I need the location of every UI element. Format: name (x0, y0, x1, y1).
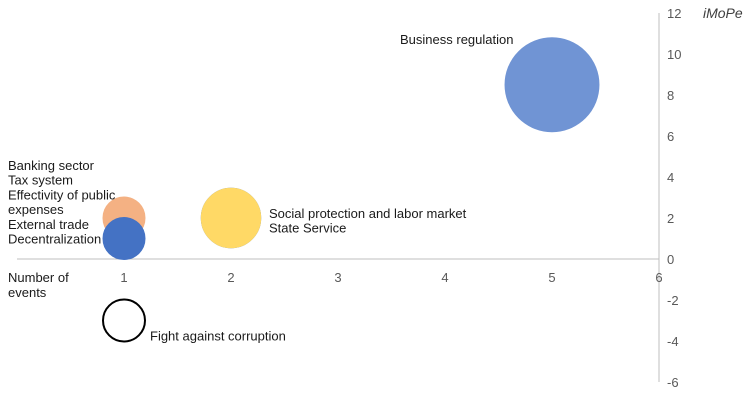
x-tick-label: 4 (441, 270, 448, 285)
x-tick-label: 2 (227, 270, 234, 285)
bubble-annotation: expenses (8, 202, 64, 217)
x-tick-label: 6 (655, 270, 662, 285)
y-tick-label: 0 (667, 252, 674, 267)
y-tick-label: -2 (667, 293, 679, 308)
bubble-annotation: Social protection and labor market (269, 206, 467, 221)
x-axis-title-line: events (8, 285, 47, 300)
y-tick-label: -6 (667, 375, 679, 390)
bubble-annotation: Tax system (8, 173, 73, 188)
x-tick-label: 1 (120, 270, 127, 285)
x-axis-title-line: Number of (8, 270, 69, 285)
y-tick-label: 10 (667, 47, 681, 62)
y-tick-label: 2 (667, 211, 674, 226)
bubble-point (102, 298, 146, 343)
bubble-annotation: Effectivity of public (8, 187, 116, 202)
y-tick-label: 4 (667, 170, 674, 185)
x-tick-label: 3 (334, 270, 341, 285)
y-tick-label: 6 (667, 129, 674, 144)
x-tick-label: 5 (548, 270, 555, 285)
y-tick-label: -4 (667, 334, 679, 349)
y-tick-label: 12 (667, 6, 681, 21)
bubble-annotation: Decentralization (8, 232, 101, 247)
bubble-annotation: External trade (8, 217, 89, 232)
bubble-annotation: Banking sector (8, 158, 95, 173)
bubble-point (200, 187, 262, 249)
bubble-point (102, 217, 146, 260)
bubble-annotation: Fight against corruption (150, 329, 286, 344)
bubble-annotation: State Service (269, 221, 346, 236)
y-tick-label: 8 (667, 88, 674, 103)
bubble-point (504, 37, 600, 133)
bubble-annotation: Business regulation (400, 32, 513, 47)
y-axis-title: iMoPe (703, 5, 743, 21)
